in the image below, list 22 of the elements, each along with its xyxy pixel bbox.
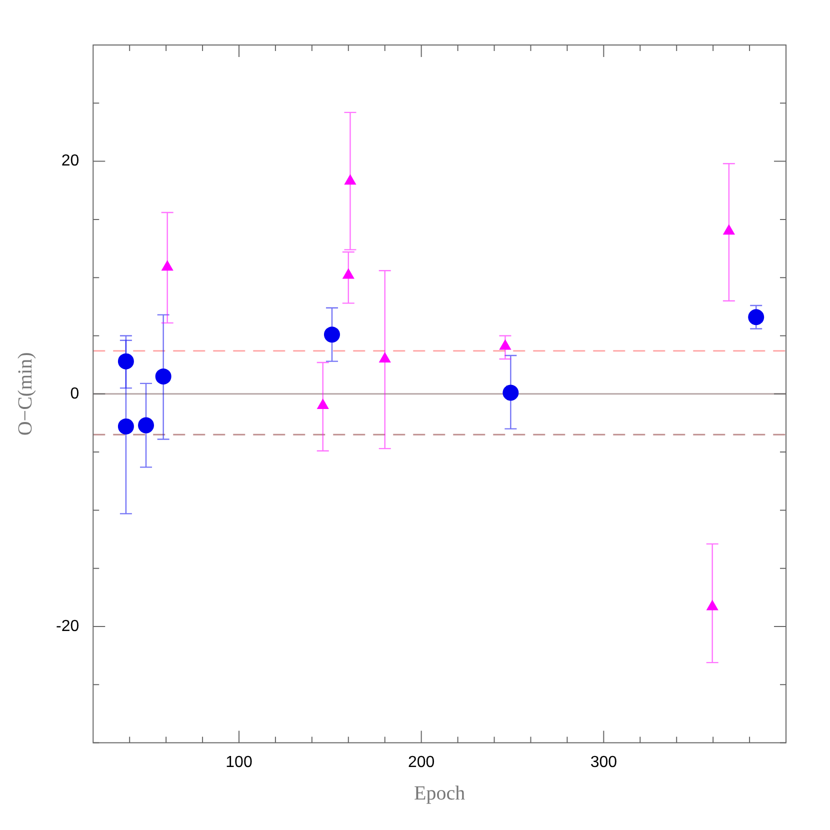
- point: [118, 418, 134, 434]
- point: [155, 368, 172, 384]
- point: [499, 339, 512, 350]
- x-axis-title: Epoch: [414, 782, 466, 804]
- y-tick-label: 20: [61, 152, 80, 170]
- point: [316, 398, 329, 410]
- point: [344, 174, 356, 185]
- point: [118, 353, 134, 370]
- y-tick-label: -20: [56, 618, 80, 635]
- point: [722, 224, 735, 235]
- x-tick-label: 300: [590, 754, 618, 771]
- point: [138, 417, 154, 434]
- x-tick-label: 200: [408, 754, 435, 771]
- point: [324, 326, 340, 343]
- point: [502, 384, 519, 401]
- point: [378, 352, 391, 363]
- point: [748, 309, 764, 326]
- x-tick-label: 100: [226, 754, 252, 771]
- y-tick-label: 0: [70, 385, 80, 402]
- point: [342, 268, 354, 279]
- y-axis-title: O−C(min): [14, 352, 36, 436]
- point: [161, 260, 174, 271]
